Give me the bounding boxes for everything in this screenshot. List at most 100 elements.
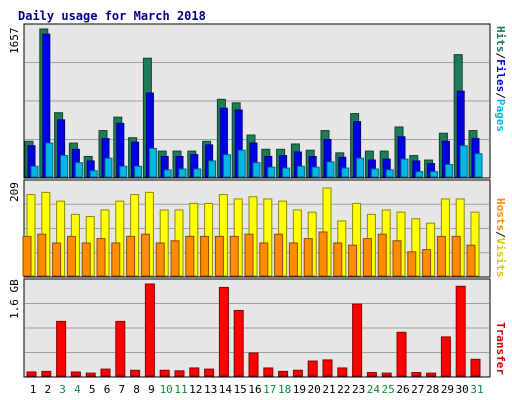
transfer-transfer-bar-day-31 bbox=[470, 358, 481, 377]
day-label-7: 7 bbox=[118, 383, 125, 396]
visits-hosts-bar-day-23 bbox=[348, 244, 358, 277]
transfer-transfer-bar-day-20 bbox=[307, 360, 318, 377]
hits-pages-bar-day-9 bbox=[148, 147, 157, 178]
day-label-31: 31 bbox=[470, 383, 483, 396]
day-label-29: 29 bbox=[441, 383, 454, 396]
visits-hosts-bar-day-26 bbox=[392, 240, 402, 277]
hits-pages-bar-day-4 bbox=[74, 162, 83, 178]
hits-pages-bar-day-26 bbox=[400, 158, 409, 178]
day-label-5: 5 bbox=[89, 383, 96, 396]
hits-pages-bar-day-16 bbox=[252, 162, 261, 178]
hits-pages-bar-day-17 bbox=[267, 166, 276, 178]
visits-hosts-bar-day-30 bbox=[451, 235, 461, 277]
day-label-17: 17 bbox=[263, 383, 276, 396]
legend-hosts: Hosts bbox=[494, 198, 507, 231]
transfer-transfer-bar-day-6 bbox=[100, 368, 111, 377]
transfer-transfer-bar-day-21 bbox=[322, 359, 333, 377]
hits-pages-bar-day-8 bbox=[134, 165, 143, 178]
visits-hosts-bar-day-31 bbox=[466, 244, 476, 277]
day-label-8: 8 bbox=[133, 383, 140, 396]
visits-hosts-bar-day-25 bbox=[377, 233, 387, 277]
hits-pages-bar-day-13 bbox=[208, 160, 217, 178]
day-label-21: 21 bbox=[322, 383, 335, 396]
visits-hosts-bar-day-21 bbox=[318, 231, 328, 277]
hits-pages-bar-day-5 bbox=[89, 170, 98, 178]
transfer-transfer-bar-day-2 bbox=[41, 370, 52, 377]
visits-hosts-bar-day-15 bbox=[229, 235, 239, 277]
hits-pages-bar-day-1 bbox=[30, 165, 39, 178]
visits-hosts-bar-day-19 bbox=[288, 242, 298, 277]
visits-hosts-bar-day-5 bbox=[81, 242, 91, 277]
transfer-transfer-bar-day-22 bbox=[337, 367, 348, 377]
visits-hosts-bar-day-29 bbox=[436, 235, 446, 277]
hits-pages-bar-day-25 bbox=[385, 169, 394, 178]
hits-pages-bar-day-31 bbox=[474, 153, 483, 178]
visits-hosts-bar-day-18 bbox=[274, 233, 284, 277]
day-label-27: 27 bbox=[411, 383, 424, 396]
hits-pages-bar-day-22 bbox=[341, 167, 350, 178]
day-label-28: 28 bbox=[426, 383, 439, 396]
transfer-transfer-bar-day-28 bbox=[426, 372, 437, 377]
hits-pages-bar-day-12 bbox=[193, 168, 202, 178]
hits-max-label: 1657 bbox=[8, 28, 21, 55]
hits-pages-bar-day-18 bbox=[282, 167, 291, 178]
transfer-transfer-bar-day-18 bbox=[278, 370, 289, 377]
transfer-transfer-bar-day-11 bbox=[174, 370, 185, 377]
hits-pages-bar-day-15 bbox=[237, 149, 246, 178]
transfer-transfer-bar-day-27 bbox=[411, 372, 422, 377]
legend-sep-1: / bbox=[494, 53, 507, 60]
visits-hosts-bar-day-12 bbox=[185, 235, 195, 277]
day-label-15: 15 bbox=[234, 383, 247, 396]
hits-pages-bar-day-21 bbox=[326, 161, 335, 178]
day-label-23: 23 bbox=[352, 383, 365, 396]
transfer-transfer-bar-day-5 bbox=[85, 372, 96, 377]
transfer-transfer-bar-day-4 bbox=[70, 371, 81, 377]
panel-visits-bars bbox=[22, 187, 480, 277]
transfer-transfer-bar-day-25 bbox=[381, 372, 392, 377]
hits-pages-bar-day-2 bbox=[45, 142, 54, 178]
visits-max-label: 209 bbox=[8, 182, 21, 202]
legend-hits: Hits bbox=[494, 26, 507, 53]
transfer-transfer-bar-day-26 bbox=[396, 331, 407, 377]
panel-hits: 1657 Hits/Files/Pages bbox=[8, 23, 507, 179]
panel-visits: 209 Hosts/Visits bbox=[8, 179, 507, 278]
transfer-transfer-bar-day-10 bbox=[159, 369, 170, 377]
panel-transfer: 1.6 GB Transfer bbox=[8, 278, 507, 378]
transfer-transfer-bar-day-19 bbox=[292, 369, 303, 377]
visits-hosts-bar-day-4 bbox=[66, 235, 76, 277]
visits-hosts-bar-day-17 bbox=[259, 242, 269, 277]
day-label-9: 9 bbox=[148, 383, 155, 396]
legend-sep-2: / bbox=[494, 92, 507, 99]
day-label-26: 26 bbox=[396, 383, 409, 396]
hits-pages-bar-day-7 bbox=[119, 165, 128, 178]
hits-pages-bar-day-20 bbox=[311, 166, 320, 178]
visits-hosts-bar-day-8 bbox=[126, 235, 136, 277]
panel-hits-bars bbox=[24, 28, 483, 178]
legend-files: Files bbox=[494, 59, 507, 92]
day-label-30: 30 bbox=[456, 383, 469, 396]
hits-pages-bar-day-23 bbox=[356, 157, 365, 178]
hits-pages-bar-day-29 bbox=[444, 163, 453, 178]
day-label-24: 24 bbox=[367, 383, 381, 396]
transfer-transfer-bar-day-13 bbox=[204, 368, 215, 377]
visits-hosts-bar-day-14 bbox=[214, 235, 224, 277]
transfer-transfer-bar-day-9 bbox=[144, 283, 155, 377]
day-label-12: 12 bbox=[189, 383, 202, 396]
day-label-3: 3 bbox=[59, 383, 66, 396]
transfer-transfer-bar-day-24 bbox=[366, 372, 377, 377]
legend-sep-3: / bbox=[494, 231, 507, 238]
hits-pages-bar-day-6 bbox=[104, 157, 113, 178]
visits-hosts-bar-day-7 bbox=[111, 242, 121, 277]
transfer-transfer-bar-day-1 bbox=[26, 371, 37, 377]
chart-title: Daily usage for March 2018 bbox=[18, 9, 206, 23]
visits-hosts-bar-day-20 bbox=[303, 238, 313, 277]
visits-hosts-bar-day-13 bbox=[200, 235, 210, 277]
day-label-16: 16 bbox=[248, 383, 261, 396]
transfer-transfer-bar-day-7 bbox=[115, 320, 126, 377]
visits-hosts-bar-day-27 bbox=[407, 251, 417, 277]
hits-pages-bar-day-14 bbox=[222, 154, 231, 178]
day-labels: 1 2 3 4 5 6 7 8 9 10 11 12 13 14 15 16 17 18 19 20 21 22 23 24 2… bbox=[30, 383, 484, 396]
visits-hosts-bar-day-3 bbox=[52, 242, 62, 277]
hits-pages-bar-day-28 bbox=[430, 171, 439, 178]
